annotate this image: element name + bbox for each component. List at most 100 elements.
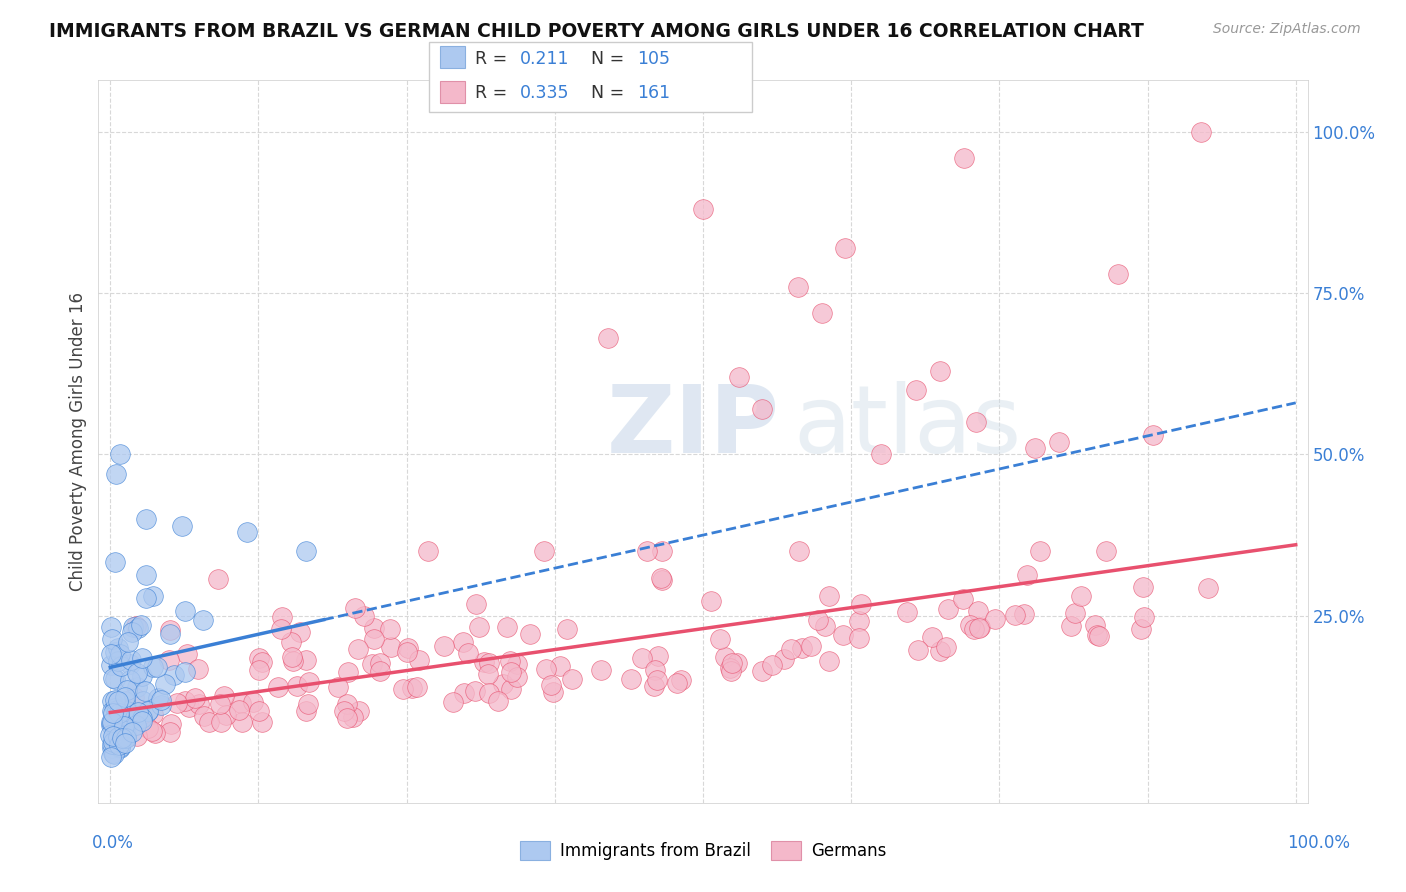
- Point: [1024, 441, 1046, 455]
- Point: [111, 733, 134, 747]
- Point: [814, 619, 837, 633]
- Point: [347, 641, 370, 656]
- Point: [643, 679, 665, 693]
- Point: [280, 650, 302, 665]
- Point: [231, 715, 253, 730]
- Point: [792, 640, 814, 655]
- Point: [125, 718, 148, 732]
- Point: [1189, 125, 1212, 139]
- Point: [1084, 618, 1107, 632]
- Point: [247, 663, 270, 677]
- Point: [150, 693, 173, 707]
- Point: [138, 704, 160, 718]
- Point: [173, 694, 195, 708]
- Point: [818, 654, 841, 668]
- Text: ZIP: ZIP: [606, 381, 779, 473]
- Point: [464, 684, 486, 698]
- Point: [1060, 619, 1083, 633]
- Point: [295, 653, 318, 667]
- Point: [598, 331, 620, 345]
- Point: [963, 623, 986, 637]
- Point: [1094, 544, 1116, 558]
- Point: [125, 729, 148, 743]
- Point: [333, 704, 356, 718]
- Text: 105: 105: [637, 50, 669, 68]
- Point: [363, 622, 385, 636]
- Point: [115, 683, 138, 698]
- Point: [159, 623, 181, 637]
- Text: IMMIGRANTS FROM BRAZIL VS GERMAN CHILD POVERTY AMONG GIRLS UNDER 16 CORRELATION : IMMIGRANTS FROM BRAZIL VS GERMAN CHILD P…: [49, 22, 1144, 41]
- Point: [163, 668, 186, 682]
- Point: [478, 657, 501, 671]
- Point: [160, 717, 183, 731]
- Text: R =: R =: [475, 84, 513, 102]
- Point: [242, 695, 264, 709]
- Point: [209, 715, 232, 730]
- Point: [142, 660, 165, 674]
- Point: [396, 640, 419, 655]
- Point: [896, 605, 918, 619]
- Point: [298, 675, 321, 690]
- Point: [101, 717, 124, 731]
- Point: [100, 718, 122, 732]
- Point: [336, 697, 359, 711]
- Point: [952, 151, 974, 165]
- Point: [125, 680, 148, 694]
- Point: [543, 685, 565, 699]
- Point: [468, 620, 491, 634]
- Text: R =: R =: [475, 50, 513, 68]
- Point: [252, 656, 274, 670]
- Point: [159, 725, 181, 739]
- Point: [136, 721, 159, 735]
- Point: [135, 591, 157, 605]
- Point: [107, 731, 129, 745]
- Point: [666, 676, 689, 690]
- Point: [103, 711, 125, 725]
- Point: [100, 741, 122, 756]
- Point: [441, 695, 464, 709]
- Point: [107, 738, 129, 752]
- Point: [120, 653, 142, 667]
- Point: [104, 693, 127, 707]
- Point: [114, 735, 136, 749]
- Point: [117, 635, 139, 649]
- Point: [105, 467, 128, 481]
- Point: [645, 673, 668, 688]
- Point: [104, 700, 127, 714]
- Point: [499, 654, 522, 668]
- Point: [103, 671, 125, 685]
- Point: [100, 657, 122, 672]
- Point: [267, 680, 290, 694]
- Point: [118, 657, 141, 671]
- Point: [122, 690, 145, 704]
- Point: [548, 659, 571, 673]
- Text: 0.335: 0.335: [520, 84, 569, 102]
- Point: [150, 698, 173, 712]
- Point: [157, 652, 180, 666]
- Point: [108, 740, 131, 755]
- Point: [148, 691, 170, 706]
- Point: [136, 705, 159, 719]
- Point: [127, 621, 149, 635]
- Point: [983, 612, 1005, 626]
- Point: [250, 714, 273, 729]
- Point: [929, 644, 952, 658]
- Point: [807, 613, 830, 627]
- Point: [967, 604, 990, 618]
- Point: [353, 609, 375, 624]
- Point: [172, 519, 194, 533]
- Point: [965, 415, 987, 429]
- Point: [111, 723, 134, 738]
- Point: [935, 640, 957, 654]
- Point: [1130, 622, 1153, 636]
- Point: [432, 639, 454, 653]
- Point: [406, 680, 429, 694]
- Point: [486, 694, 509, 708]
- Point: [131, 651, 153, 665]
- Point: [115, 728, 138, 742]
- Point: [122, 620, 145, 634]
- Point: [228, 703, 250, 717]
- Point: [391, 682, 413, 697]
- Text: N =: N =: [591, 84, 630, 102]
- Point: [100, 714, 122, 729]
